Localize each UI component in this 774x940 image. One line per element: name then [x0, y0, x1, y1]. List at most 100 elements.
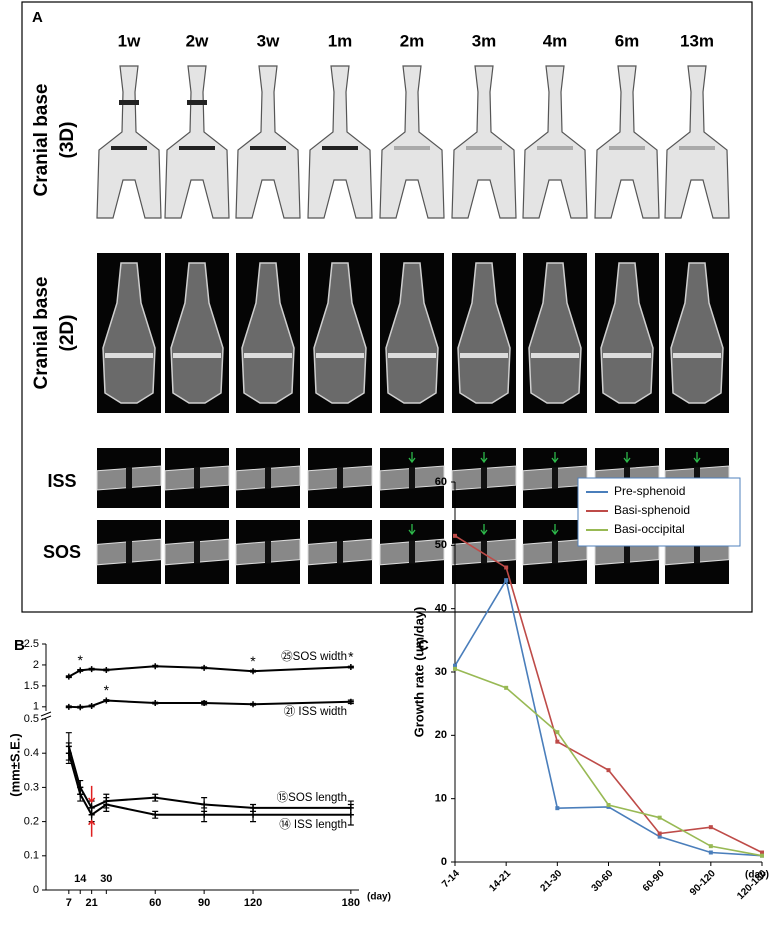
x-tick-label: 21-30: [538, 868, 564, 894]
synchondrosis: [388, 353, 436, 358]
data-point: [453, 663, 457, 668]
data-point: [504, 565, 509, 570]
data-point: [555, 806, 560, 811]
synchondrosis: [409, 467, 415, 489]
panel-label: C: [418, 637, 429, 654]
green-arrow: [551, 524, 559, 536]
bone-shape: [451, 65, 517, 219]
data-point: [250, 811, 257, 818]
x-tick-label: 120: [244, 897, 262, 909]
synchondrosis: [105, 353, 153, 358]
x-axis-label: (day): [367, 892, 391, 903]
y-tick-label: 1.5: [24, 680, 39, 692]
x-tick-label: 90: [198, 897, 210, 909]
y-tick-label: 0.3: [24, 781, 39, 793]
data-point: [347, 698, 354, 705]
synchondrosis: [316, 353, 364, 358]
data-point: [201, 811, 208, 818]
series-label: ㉕SOS width: [281, 650, 347, 663]
data-point: [760, 853, 764, 858]
bone-shape: [313, 262, 367, 404]
bone-shape: [528, 262, 582, 404]
significance-mark: *: [78, 652, 84, 668]
red-arrow: [88, 785, 96, 804]
scan-image: [379, 62, 445, 219]
synchondrosis: [552, 467, 558, 489]
bone-shape: [379, 65, 445, 219]
data-point: [152, 663, 159, 670]
data-point: [65, 703, 72, 710]
bone-shape: [102, 262, 156, 404]
y-tick-label: 0: [33, 884, 39, 896]
significance-mark: *: [104, 682, 110, 698]
data-point: [708, 825, 713, 830]
data-point: [657, 831, 662, 836]
scan-image: [379, 520, 445, 584]
data-point: [88, 702, 95, 709]
series-label: ㉑ ISS width: [284, 705, 347, 718]
y-tick-label: 0: [441, 856, 447, 868]
data-point: [152, 794, 159, 801]
column-label: 13m: [680, 31, 714, 50]
scan-image: [307, 62, 373, 219]
data-point: [555, 739, 560, 744]
scan-image: [165, 253, 229, 413]
y-axis-label: (mm±S.E.): [7, 733, 22, 796]
data-point: [504, 685, 509, 690]
data-point: [760, 850, 764, 855]
legend: Pre-sphenoid Basi-sphenoid Basi-occipital: [577, 477, 741, 547]
column-label: 1w: [118, 31, 141, 50]
row-label: (2D): [57, 315, 78, 352]
x-tick-label: 30: [100, 873, 112, 885]
data-point: [347, 664, 354, 671]
scan-image: [235, 520, 301, 584]
synchondrosis: [265, 467, 271, 489]
data-point: [201, 700, 208, 707]
synchondrosis: [244, 353, 292, 358]
bone-shape: [385, 262, 439, 404]
scan-image: [308, 253, 372, 413]
scan-image: [96, 520, 162, 584]
bone-shape: [235, 65, 301, 219]
y-tick-label: 20: [435, 729, 447, 741]
y-tick-label: 0.2: [24, 816, 39, 828]
column-label: 2w: [186, 31, 209, 50]
scan-image: [96, 62, 162, 219]
data-point: [201, 801, 208, 808]
series-label: ⑮SOS length: [277, 791, 347, 804]
synchondrosis: [481, 540, 487, 564]
series-line: [454, 578, 763, 857]
data-point: [453, 666, 457, 671]
legend-box: [577, 477, 741, 547]
synchondrosis: [322, 146, 358, 150]
data-point: [347, 811, 354, 818]
series-line: [68, 665, 351, 678]
y-tick-label: 0.1: [24, 850, 39, 862]
bone-shape: [670, 262, 724, 404]
row-label: SOS: [43, 542, 81, 562]
scan-image: [96, 448, 162, 508]
synchondrosis: [187, 100, 207, 105]
significance-mark: *: [348, 649, 354, 665]
data-point: [250, 701, 257, 708]
bone-shape: [96, 65, 162, 219]
data-point: [152, 811, 159, 818]
x-tick-label: 7-14: [440, 868, 462, 890]
synchondrosis: [481, 467, 487, 489]
bone-shape: [600, 262, 654, 404]
synchondrosis: [679, 146, 715, 150]
data-point: [65, 750, 72, 757]
row-label: (3D): [57, 122, 78, 159]
synchondrosis: [537, 146, 573, 150]
bone-shape: [307, 65, 373, 219]
scan-image: [451, 520, 517, 584]
panel-label: A: [32, 9, 43, 26]
column-label: 3m: [472, 31, 497, 50]
y-axis-label: Growth rate (um/day): [411, 607, 426, 738]
y-tick-label: 2: [33, 659, 39, 671]
bone-shape: [594, 65, 660, 219]
row-label: Cranial base: [31, 84, 52, 197]
scan-image: [595, 253, 659, 413]
series-line: [67, 752, 351, 817]
synchondrosis: [194, 467, 200, 489]
